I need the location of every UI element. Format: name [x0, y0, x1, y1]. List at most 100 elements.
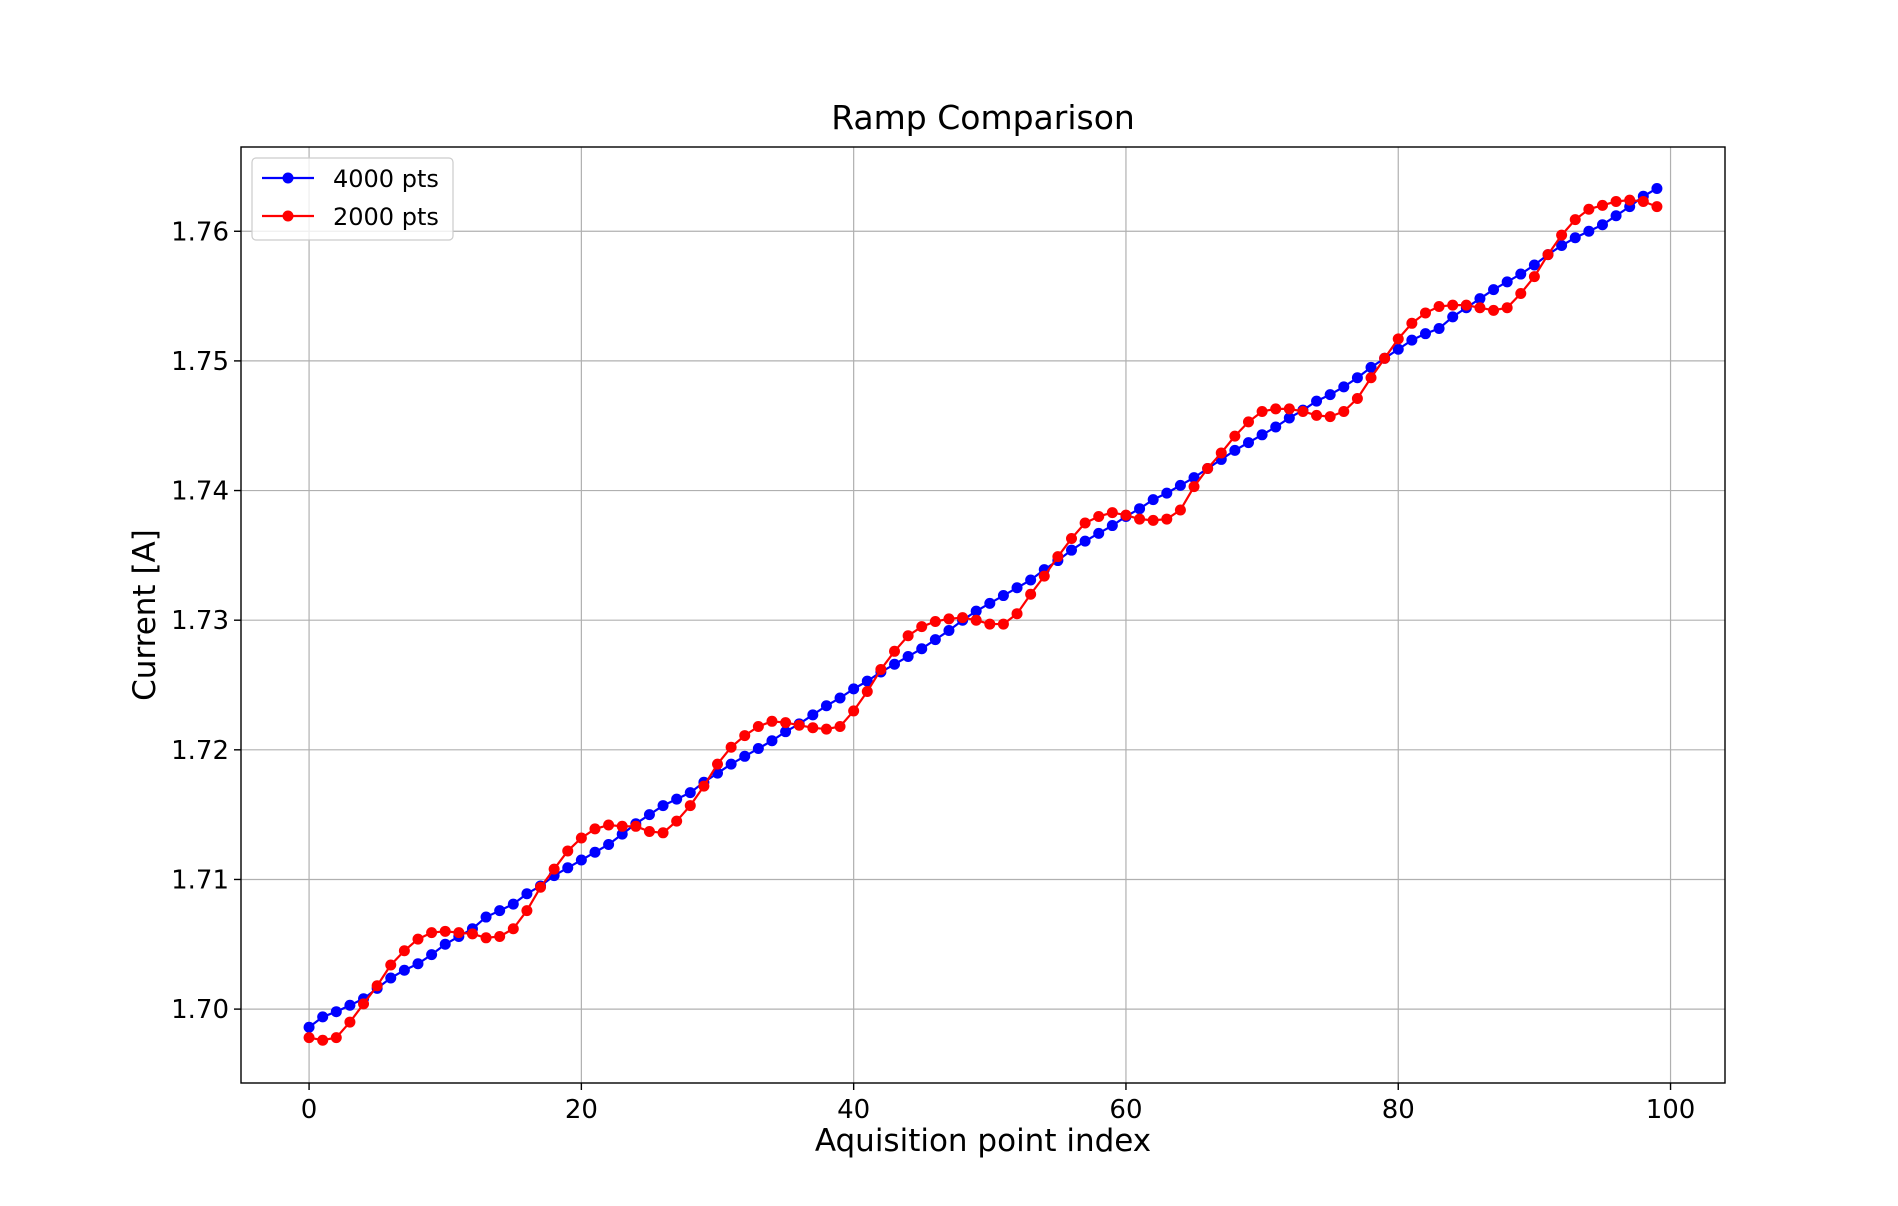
data-point-2000-pts	[684, 800, 696, 812]
x-tick-label: 40	[837, 1095, 870, 1125]
data-point-4000-pts	[1161, 487, 1173, 499]
data-point-2000-pts	[1242, 416, 1254, 428]
data-point-2000-pts	[1406, 317, 1418, 329]
data-point-4000-pts	[997, 590, 1009, 602]
data-point-2000-pts	[793, 719, 805, 731]
legend-marker-2000-pts	[282, 210, 294, 222]
data-point-2000-pts	[889, 645, 900, 657]
x-tick-label: 0	[301, 1095, 318, 1125]
data-point-2000-pts	[1011, 608, 1023, 620]
data-point-4000-pts	[657, 800, 669, 812]
data-point-4000-pts	[861, 675, 873, 687]
data-point-4000-pts	[1011, 582, 1023, 594]
legend: 4000 pts 2000 pts	[251, 157, 454, 241]
data-point-4000-pts	[739, 750, 751, 762]
data-point-4000-pts	[1256, 429, 1268, 441]
data-point-4000-pts	[943, 625, 955, 637]
data-point-4000-pts	[480, 911, 492, 923]
data-point-2000-pts	[480, 932, 492, 944]
data-point-4000-pts	[1583, 225, 1595, 237]
data-point-2000-pts	[875, 663, 887, 675]
data-point-2000-pts	[453, 927, 465, 939]
data-point-4000-pts	[916, 643, 928, 655]
data-point-2000-pts	[303, 1032, 315, 1044]
data-point-4000-pts	[984, 597, 996, 609]
x-axis-ticks: 0 20 40 60 80 100	[301, 1083, 1696, 1125]
data-point-4000-pts	[1406, 334, 1418, 346]
data-point-2000-pts	[1093, 510, 1105, 522]
plot-area-frame	[240, 146, 1726, 1084]
data-point-2000-pts	[1569, 214, 1581, 226]
data-point-2000-pts	[861, 685, 873, 697]
data-point-2000-pts	[1515, 287, 1527, 299]
y-tick-label: 1.75	[171, 347, 229, 377]
data-point-2000-pts	[984, 618, 996, 630]
data-point-2000-pts	[1106, 507, 1118, 519]
plot-series	[303, 182, 1663, 1046]
data-point-4000-pts	[1134, 503, 1146, 515]
data-point-4000-pts	[344, 999, 356, 1011]
data-point-2000-pts	[426, 927, 438, 939]
data-point-2000-pts	[1583, 203, 1595, 215]
data-point-2000-pts	[1365, 372, 1377, 384]
data-point-2000-pts	[902, 630, 914, 642]
data-point-4000-pts	[1066, 544, 1077, 556]
data-point-4000-pts	[1311, 395, 1323, 407]
x-tick-label: 60	[1109, 1095, 1142, 1125]
data-point-2000-pts	[1474, 302, 1486, 314]
data-point-2000-pts	[780, 717, 792, 729]
data-point-2000-pts	[1038, 570, 1050, 582]
data-point-4000-pts	[562, 862, 574, 874]
legend-label-2000-pts: 2000 pts	[333, 203, 439, 231]
data-point-4000-pts	[1174, 479, 1186, 491]
data-point-4000-pts	[643, 809, 655, 821]
data-point-2000-pts	[1174, 504, 1186, 516]
data-point-4000-pts	[1392, 343, 1404, 355]
data-point-4000-pts	[398, 964, 410, 976]
data-point-4000-pts	[1093, 527, 1105, 539]
data-point-2000-pts	[671, 815, 683, 827]
x-axis-label: Aquisition point index	[815, 1123, 1151, 1159]
data-point-4000-pts	[929, 634, 941, 646]
data-point-4000-pts	[1283, 412, 1295, 424]
data-point-4000-pts	[1324, 389, 1336, 401]
data-point-4000-pts	[385, 972, 397, 984]
data-point-2000-pts	[848, 705, 860, 717]
data-point-2000-pts	[752, 720, 764, 732]
data-point-2000-pts	[521, 905, 533, 917]
data-point-2000-pts	[1528, 271, 1540, 283]
series-line-2000-pts	[308, 199, 1658, 1042]
data-point-4000-pts	[684, 787, 696, 799]
series-line-4000-pts	[308, 187, 1658, 1029]
data-point-4000-pts	[1270, 421, 1282, 433]
data-point-4000-pts	[412, 958, 424, 970]
y-tick-label: 1.70	[171, 995, 229, 1025]
data-point-4000-pts	[439, 938, 451, 950]
data-point-2000-pts	[1066, 533, 1077, 545]
data-point-2000-pts	[997, 618, 1009, 630]
data-point-2000-pts	[1637, 195, 1649, 207]
chart-title: Ramp Comparison	[831, 98, 1135, 137]
data-point-2000-pts	[1229, 430, 1241, 442]
data-point-2000-pts	[330, 1032, 342, 1044]
data-point-4000-pts	[970, 605, 982, 617]
data-point-2000-pts	[1215, 447, 1227, 459]
y-axis-label: Current [A]	[127, 529, 163, 701]
legend-marker-4000-pts	[282, 172, 294, 184]
data-point-4000-pts	[671, 793, 683, 805]
data-point-2000-pts	[466, 928, 478, 940]
x-tick-label: 100	[1646, 1095, 1696, 1125]
data-point-2000-pts	[630, 820, 642, 832]
data-point-4000-pts	[521, 888, 533, 900]
data-point-2000-pts	[1161, 513, 1173, 525]
data-point-2000-pts	[1134, 513, 1146, 525]
data-point-2000-pts	[916, 621, 928, 633]
data-point-2000-pts	[820, 723, 832, 735]
data-point-2000-pts	[535, 881, 547, 893]
data-point-2000-pts	[1419, 307, 1431, 319]
data-point-2000-pts	[494, 931, 506, 943]
data-point-4000-pts	[1488, 284, 1500, 296]
data-point-2000-pts	[766, 715, 778, 727]
data-point-4000-pts	[1025, 574, 1037, 586]
data-point-2000-pts	[1501, 302, 1513, 314]
